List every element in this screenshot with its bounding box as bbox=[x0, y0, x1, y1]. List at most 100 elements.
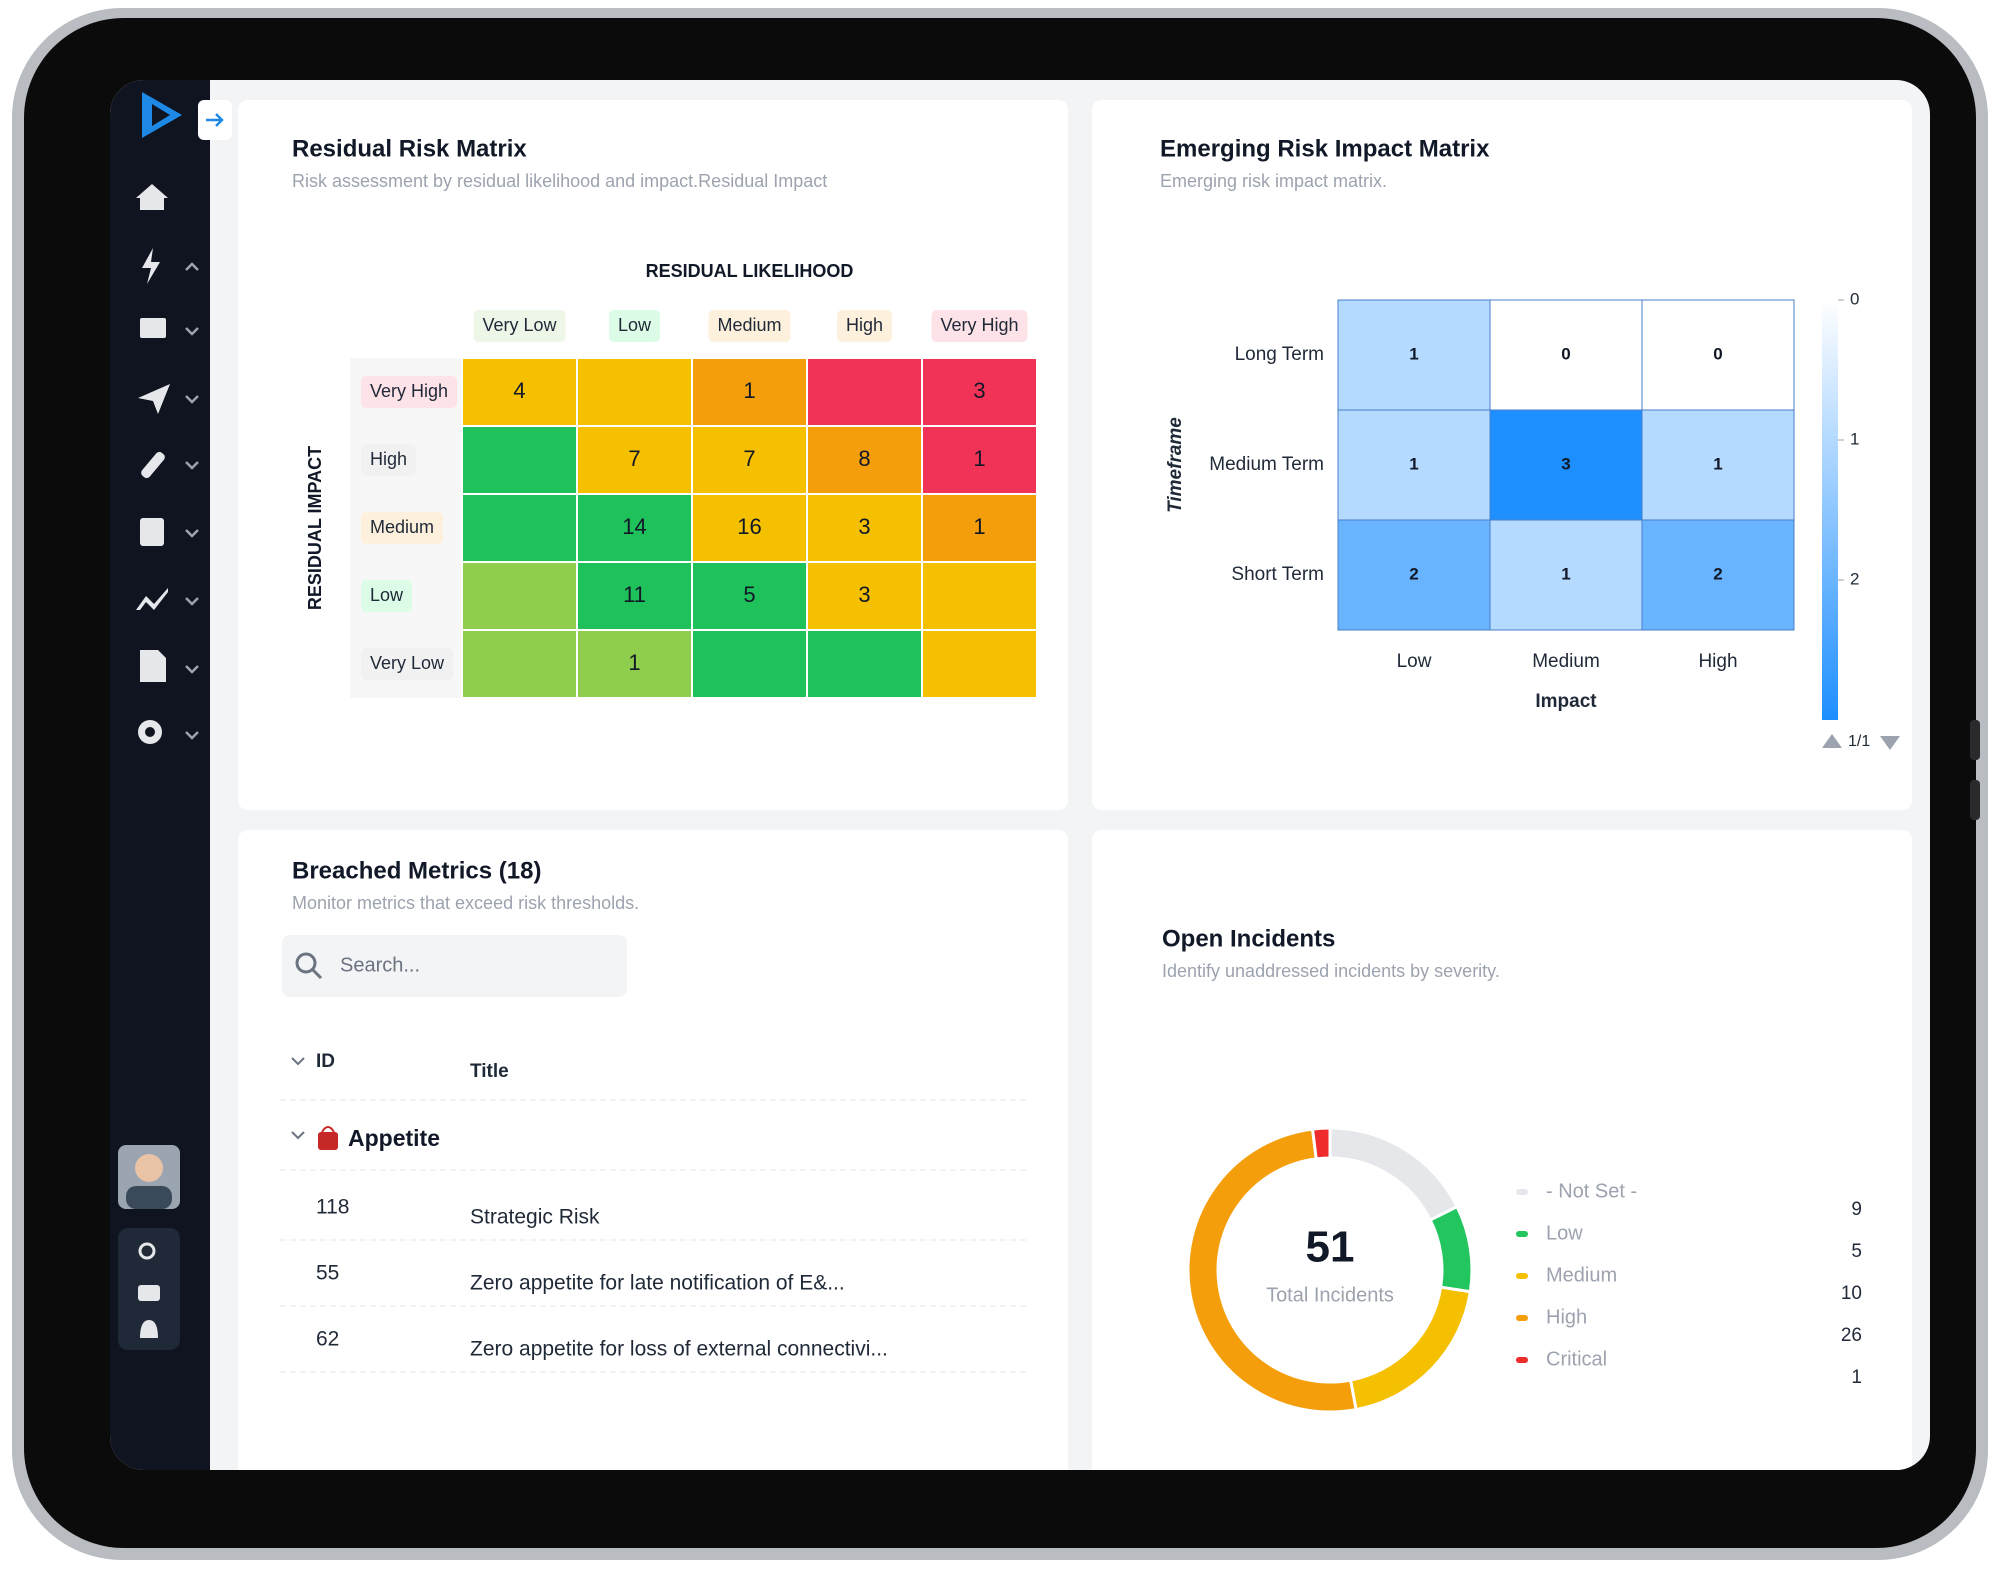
flag-icon[interactable] bbox=[140, 318, 166, 338]
chevron[interactable] bbox=[185, 597, 199, 606]
cell-value: 14 bbox=[622, 514, 646, 539]
x-axis-label: Impact bbox=[1535, 691, 1597, 712]
chevron[interactable] bbox=[185, 665, 199, 674]
sidebar-icons bbox=[136, 184, 170, 744]
screen bbox=[110, 80, 1930, 1470]
level-tag-bg bbox=[931, 310, 1028, 342]
legend-label: High bbox=[1546, 1306, 1587, 1328]
cell-value: 3 bbox=[858, 514, 870, 539]
sidebar-chevrons bbox=[185, 262, 199, 740]
doc-icon[interactable] bbox=[140, 650, 166, 682]
level-tag-label: Very High bbox=[940, 315, 1018, 335]
chevron[interactable] bbox=[185, 461, 199, 470]
camera-tool[interactable] bbox=[138, 1285, 160, 1301]
metric-id: 62 bbox=[316, 1328, 339, 1351]
avatar-face bbox=[135, 1154, 163, 1182]
column-header: ID bbox=[316, 1051, 335, 1072]
y-axis-label: Timeframe bbox=[1165, 417, 1186, 513]
panel-breached bbox=[238, 830, 1068, 1470]
level-tag-label: High bbox=[370, 449, 407, 469]
x-tick-label: Medium bbox=[1532, 651, 1600, 672]
metric-title[interactable]: Strategic Risk bbox=[470, 1206, 600, 1229]
group-label: Appetite bbox=[348, 1125, 440, 1151]
chevron[interactable] bbox=[185, 395, 199, 404]
matrix-cell bbox=[461, 561, 578, 631]
book-icon[interactable] bbox=[140, 518, 164, 546]
chevron[interactable] bbox=[185, 731, 199, 740]
colorbar bbox=[1822, 300, 1838, 720]
legend-label: Critical bbox=[1546, 1348, 1607, 1370]
pipette-icon[interactable] bbox=[140, 450, 167, 479]
bell-tool[interactable] bbox=[140, 1320, 158, 1338]
search-box[interactable] bbox=[282, 935, 627, 997]
cell-value: 0 bbox=[1561, 344, 1570, 363]
metric-id: 55 bbox=[316, 1262, 339, 1285]
level-tag: Low bbox=[361, 580, 413, 612]
cell-value: 1 bbox=[1409, 454, 1418, 473]
cell-value: 8 bbox=[858, 446, 870, 471]
x-tick-label: High bbox=[1698, 651, 1737, 672]
level-tag-bg bbox=[361, 580, 413, 612]
donut-segment[interactable] bbox=[1186, 1127, 1358, 1414]
collapse-arrow bbox=[206, 113, 224, 127]
metric-id: 118 bbox=[316, 1196, 349, 1219]
level-tag-bg bbox=[361, 648, 454, 680]
level-tag: Very High bbox=[931, 310, 1028, 342]
chart-icon[interactable] bbox=[136, 588, 168, 610]
logo-inner bbox=[152, 104, 170, 126]
matrix-cell bbox=[806, 561, 923, 631]
donut-segment[interactable] bbox=[1310, 1126, 1332, 1161]
legend-value: 5 bbox=[1851, 1241, 1862, 1262]
legend-swatch bbox=[1516, 1315, 1528, 1321]
matrix-cell bbox=[806, 493, 923, 563]
appetite-icon bbox=[318, 1132, 338, 1150]
cell-value: 3 bbox=[1561, 454, 1570, 473]
level-tag-bg bbox=[473, 310, 566, 342]
chevron[interactable] bbox=[185, 529, 199, 538]
bolt-icon[interactable] bbox=[142, 248, 160, 284]
side-button bbox=[1970, 780, 1980, 820]
level-tag: Low bbox=[608, 310, 661, 342]
page-up[interactable] bbox=[1822, 734, 1842, 748]
send-icon[interactable] bbox=[138, 384, 170, 414]
x-axis-label: RESIDUAL LIKELIHOOD bbox=[646, 261, 854, 281]
cell-value: 1 bbox=[1409, 344, 1418, 363]
colorbar-tick-label: 1 bbox=[1850, 429, 1859, 448]
cell-value: 4 bbox=[513, 378, 525, 403]
matrix-cell bbox=[1641, 299, 1795, 411]
metric-title[interactable]: Zero appetite for late notification of E… bbox=[470, 1272, 845, 1295]
chevron[interactable] bbox=[185, 327, 199, 336]
search-tool[interactable] bbox=[138, 1242, 156, 1260]
home-icon[interactable] bbox=[136, 184, 168, 210]
page-down[interactable] bbox=[1880, 736, 1900, 750]
level-tag: High bbox=[361, 444, 417, 476]
level-tag-label: Very High bbox=[370, 381, 448, 401]
matrix-cell bbox=[1641, 409, 1795, 521]
matrix-cell bbox=[921, 629, 1038, 699]
matrix-cell bbox=[806, 629, 923, 699]
cell-value: 1 bbox=[628, 650, 640, 675]
cell-value: 1 bbox=[1713, 454, 1722, 473]
metric-title[interactable]: Zero appetite for loss of external conne… bbox=[470, 1338, 888, 1361]
chevron[interactable] bbox=[185, 262, 199, 271]
panel-title: Open Incidents bbox=[1162, 925, 1335, 952]
group-chevron[interactable] bbox=[291, 1131, 305, 1140]
panel-subtitle: Identify unaddressed incidents by severi… bbox=[1162, 961, 1500, 981]
y-tick-label: Long Term bbox=[1235, 344, 1324, 365]
level-tag-label: High bbox=[846, 315, 883, 335]
matrix-cell bbox=[576, 561, 693, 631]
legend-value: 26 bbox=[1841, 1325, 1862, 1346]
total-value: 51 bbox=[1306, 1223, 1355, 1272]
legend-value: 10 bbox=[1841, 1283, 1862, 1304]
content: Residual Risk Matrix Risk assessment by r… bbox=[280, 135, 1900, 1414]
sort-chevron[interactable] bbox=[291, 1057, 305, 1066]
level-tag-bg bbox=[361, 444, 417, 476]
matrix-cell bbox=[1337, 299, 1491, 411]
matrix-cell bbox=[1489, 299, 1643, 411]
matrix-cell bbox=[1489, 409, 1643, 521]
matrix-cell bbox=[576, 629, 693, 699]
matrix-cell bbox=[1337, 409, 1491, 521]
matrix-cell bbox=[691, 493, 808, 563]
level-tag: Medium bbox=[361, 512, 444, 544]
